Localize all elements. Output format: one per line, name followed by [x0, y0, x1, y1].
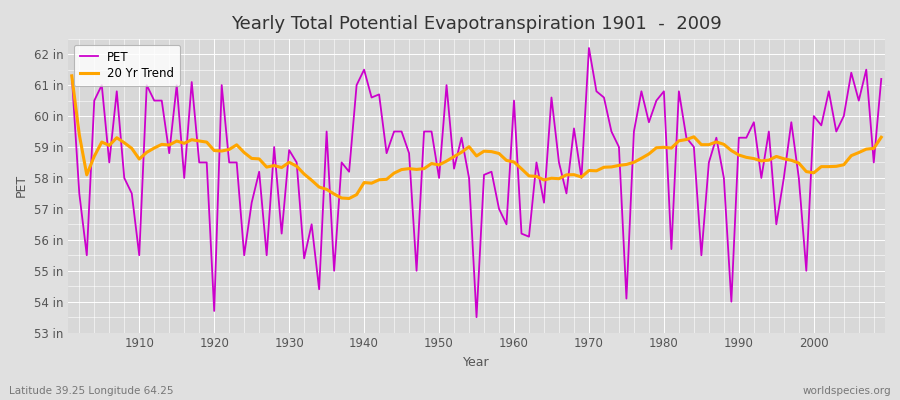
20 Yr Trend: [876, 135, 886, 140]
PET: [508, 98, 519, 103]
PET: [876, 76, 886, 81]
PET: [583, 46, 594, 50]
20 Yr Trend: [337, 196, 347, 200]
20 Yr Trend: [508, 160, 519, 164]
Y-axis label: PET: PET: [15, 174, 28, 197]
20 Yr Trend: [292, 164, 302, 168]
X-axis label: Year: Year: [464, 356, 490, 369]
Text: worldspecies.org: worldspecies.org: [803, 386, 891, 396]
PET: [516, 231, 526, 236]
Line: 20 Yr Trend: 20 Yr Trend: [72, 76, 881, 198]
Text: Latitude 39.25 Longitude 64.25: Latitude 39.25 Longitude 64.25: [9, 386, 174, 396]
Legend: PET, 20 Yr Trend: PET, 20 Yr Trend: [74, 45, 180, 86]
Line: PET: PET: [72, 48, 881, 317]
20 Yr Trend: [67, 74, 77, 78]
20 Yr Trend: [344, 196, 355, 201]
PET: [614, 144, 625, 149]
PET: [471, 315, 482, 320]
20 Yr Trend: [126, 146, 137, 151]
PET: [126, 191, 137, 196]
20 Yr Trend: [516, 166, 526, 171]
PET: [337, 160, 347, 165]
PET: [67, 74, 77, 78]
Title: Yearly Total Potential Evapotranspiration 1901  -  2009: Yearly Total Potential Evapotranspiratio…: [231, 15, 722, 33]
PET: [292, 160, 302, 165]
20 Yr Trend: [606, 164, 616, 169]
